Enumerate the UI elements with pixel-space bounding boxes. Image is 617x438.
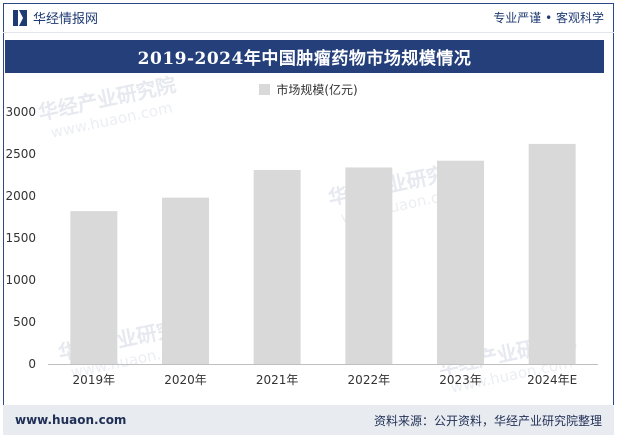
x-tick-label: 2023年 <box>439 373 482 387</box>
legend-swatch <box>259 83 271 95</box>
footer: www.huaon.com 资料来源：公开资料，华经产业研究院整理 <box>3 405 614 435</box>
x-tick-label: 2021年 <box>256 373 299 387</box>
footer-source: 资料来源：公开资料，华经产业研究院整理 <box>373 413 602 428</box>
bar-2022年 <box>345 167 393 364</box>
chart-title: 2019-2024年中国肿瘤药物市场规模情况 <box>5 40 604 73</box>
legend: 市场规模(亿元) <box>0 80 617 98</box>
bar-2024年E <box>528 143 576 364</box>
brand[interactable]: 华经情报网 <box>13 8 98 27</box>
x-axis: 2019年 2020年 2021年 2022年 2023年 2024年E <box>48 364 598 387</box>
y-tick-label: 500 <box>13 315 36 329</box>
bar-2021年 <box>253 169 301 364</box>
y-tick-label: 1000 <box>5 273 36 287</box>
y-tick-label: 2500 <box>5 147 36 161</box>
top-bar: 华经情报网 专业严谨 • 客观科学 <box>3 3 614 33</box>
legend-label: 市场规模(亿元) <box>276 82 358 97</box>
y-tick-label: 1500 <box>5 231 36 245</box>
x-tick-label: 2022年 <box>348 373 391 387</box>
y-tick-label: 3000 <box>5 105 36 119</box>
x-tick-label: 2019年 <box>73 373 116 387</box>
x-tick-label: 2020年 <box>164 373 207 387</box>
bar-2019年 <box>70 211 118 364</box>
watermark-layer: 华经产业研究院www.huaon.com华经产业研究院www.huaon.com… <box>36 72 578 397</box>
y-axis: 0 500 1000 1500 2000 2500 3000 <box>5 105 36 371</box>
bar-2020年 <box>162 197 209 364</box>
bar-2023年 <box>437 160 484 364</box>
y-tick-label: 0 <box>28 357 36 371</box>
bars <box>70 143 576 364</box>
tagline: 专业严谨 • 客观科学 <box>493 11 604 25</box>
brand-logo-icon <box>13 9 27 26</box>
brand-name: 华经情报网 <box>33 12 99 27</box>
y-tick-label: 2000 <box>5 189 36 203</box>
x-tick-label: 2024年E <box>527 373 577 387</box>
footer-site[interactable]: www.huaon.com <box>15 413 127 427</box>
